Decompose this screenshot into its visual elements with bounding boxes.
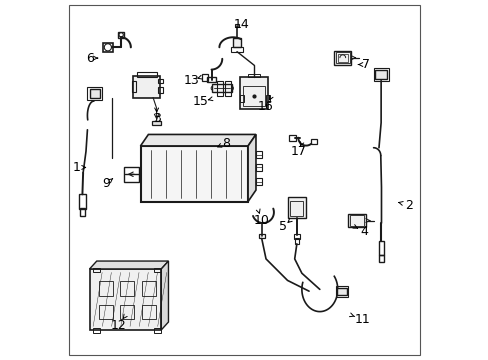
Polygon shape [161,261,168,330]
Bar [154,328,160,333]
Bar [80,208,85,216]
Bar [333,51,351,64]
Bar [336,288,346,296]
Bar [335,286,348,297]
Bar [373,68,388,81]
Bar [118,32,123,38]
Bar [89,269,161,330]
Text: 11: 11 [353,312,369,326]
Bar [240,77,267,109]
Bar [137,72,156,77]
Bar [207,77,216,82]
Bar [310,139,316,144]
Bar [375,70,386,79]
Bar [158,87,163,93]
Bar [255,164,262,171]
Text: 2: 2 [405,199,412,212]
Text: 5: 5 [279,220,286,233]
Text: 16: 16 [258,100,273,113]
Text: 1: 1 [73,161,81,174]
Text: 13: 13 [183,74,199,87]
Text: 15: 15 [192,95,208,108]
Bar [234,24,239,27]
Bar [224,81,230,96]
Bar [337,54,347,62]
Bar [89,89,100,98]
Bar [133,76,160,98]
Text: 9: 9 [102,177,110,190]
Text: 3: 3 [152,112,160,125]
Bar [131,81,136,92]
Bar [93,328,100,333]
Bar [99,282,113,296]
Bar [202,74,207,81]
Text: 10: 10 [253,214,269,227]
Bar [79,194,86,209]
Bar [258,234,265,238]
Bar [120,305,134,319]
Bar [289,135,295,140]
Bar [240,95,244,102]
Bar [142,305,156,319]
Bar [152,121,161,125]
Bar [99,305,113,319]
Bar [140,146,247,202]
Text: 7: 7 [362,58,370,71]
Bar [230,46,243,51]
Bar [348,214,365,227]
Bar [293,234,299,239]
Bar [247,74,260,77]
Text: 12: 12 [110,319,126,332]
Polygon shape [247,134,255,202]
Bar [211,84,232,92]
Bar [142,282,156,296]
Text: 6: 6 [85,51,93,64]
Bar [255,151,262,158]
Bar [242,86,264,107]
Bar [265,95,269,102]
Polygon shape [140,134,255,146]
Bar [87,87,102,100]
Bar [158,79,163,83]
Text: 8: 8 [222,137,229,150]
Bar [287,197,305,218]
Bar [233,39,241,47]
Bar [120,282,134,296]
Bar [335,52,349,63]
Bar [93,267,100,272]
Text: 17: 17 [290,145,305,158]
Bar [290,201,303,216]
Bar [154,267,160,272]
Bar [255,178,262,185]
Bar [102,43,113,51]
Text: 4: 4 [360,225,368,238]
Bar [124,167,139,182]
Polygon shape [89,261,168,269]
Bar [294,238,298,244]
Bar [378,241,384,255]
Bar [217,81,222,96]
Bar [379,255,383,262]
Bar [349,215,363,226]
Text: 14: 14 [233,18,249,31]
